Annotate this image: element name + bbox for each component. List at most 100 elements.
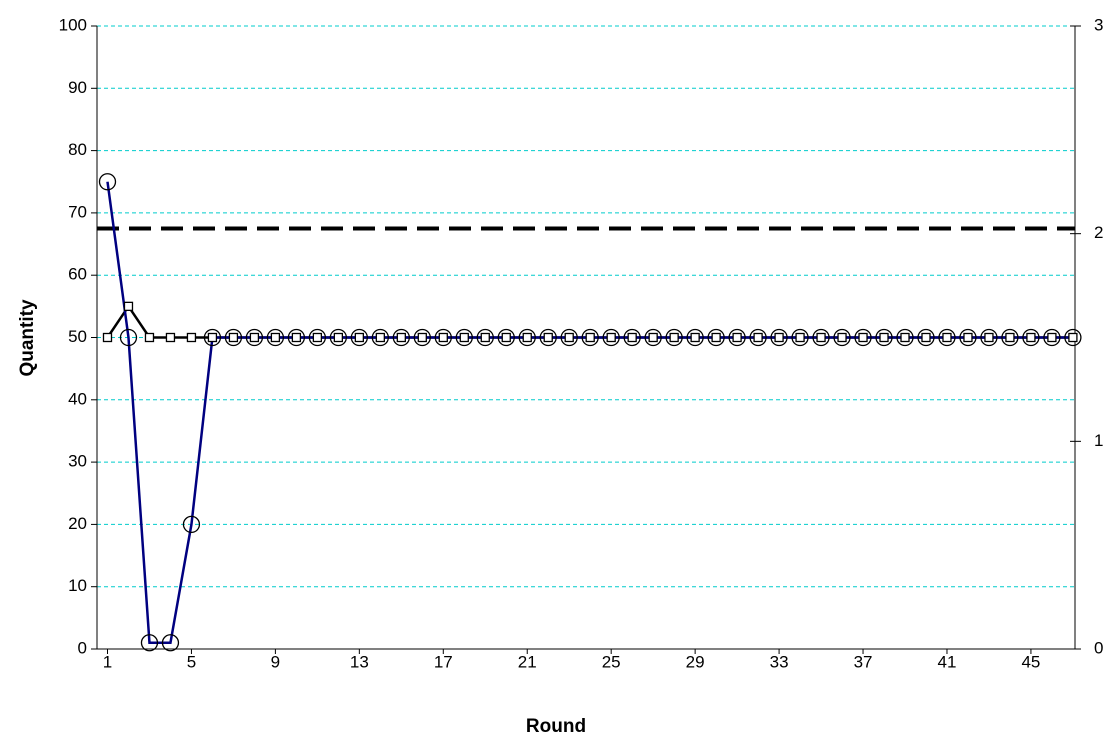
marker xyxy=(501,332,511,343)
marker xyxy=(627,332,637,343)
marker xyxy=(816,332,826,343)
marker xyxy=(224,328,243,347)
y-tick-label: 10 xyxy=(68,576,87,595)
marker xyxy=(417,332,427,343)
marker xyxy=(245,328,264,347)
marker xyxy=(522,332,532,343)
marker xyxy=(707,328,725,347)
y-tick-label: 60 xyxy=(68,265,87,284)
marker xyxy=(1026,332,1036,343)
marker xyxy=(459,332,469,343)
marker xyxy=(854,328,872,347)
marker xyxy=(539,328,557,347)
marker xyxy=(455,328,473,347)
marker xyxy=(207,332,218,343)
marker xyxy=(669,332,679,343)
marker xyxy=(497,328,515,347)
marker xyxy=(896,328,914,347)
marker xyxy=(648,332,658,343)
marker xyxy=(749,328,767,347)
marker xyxy=(140,634,159,652)
marker xyxy=(770,328,788,347)
marker xyxy=(186,332,197,343)
marker xyxy=(963,332,973,343)
marker xyxy=(1043,328,1061,347)
x-tick-label: 1 xyxy=(103,652,112,671)
marker xyxy=(375,332,385,343)
y2-tick-label: 3 xyxy=(1094,15,1103,34)
marker xyxy=(165,332,176,343)
marker xyxy=(791,328,809,347)
y2-tick-label: 1 xyxy=(1094,431,1103,450)
marker xyxy=(686,328,704,347)
y-tick-label: 100 xyxy=(59,15,87,34)
marker xyxy=(938,328,956,347)
marker xyxy=(942,332,952,343)
y-tick-label: 90 xyxy=(68,78,87,97)
marker xyxy=(812,328,830,347)
x-tick-label: 21 xyxy=(518,652,537,671)
marker xyxy=(203,328,222,347)
y-tick-label: 20 xyxy=(68,514,87,533)
y-tick-label: 40 xyxy=(68,389,87,408)
marker xyxy=(585,332,595,343)
marker xyxy=(480,332,490,343)
marker xyxy=(123,301,134,312)
marker xyxy=(1064,328,1082,347)
marker xyxy=(270,332,281,343)
marker xyxy=(602,328,620,347)
y-axis-label: Quantity xyxy=(17,299,38,376)
marker xyxy=(329,328,348,347)
marker xyxy=(543,332,553,343)
marker xyxy=(371,328,389,347)
x-tick-label: 9 xyxy=(271,652,280,671)
y-tick-label: 50 xyxy=(68,327,87,346)
marker xyxy=(921,332,931,343)
x-tick-label: 17 xyxy=(434,652,453,671)
marker xyxy=(875,328,893,347)
marker xyxy=(728,328,746,347)
marker xyxy=(102,332,113,343)
marker xyxy=(228,332,239,343)
x-axis-label: Round xyxy=(526,716,586,737)
marker xyxy=(350,328,368,347)
marker xyxy=(144,332,155,343)
marker xyxy=(1001,328,1019,347)
marker xyxy=(732,332,742,343)
marker xyxy=(690,332,700,343)
marker xyxy=(1022,328,1040,347)
y2-tick-label: 0 xyxy=(1094,638,1103,657)
marker xyxy=(333,332,344,343)
marker xyxy=(1068,332,1078,343)
marker xyxy=(312,332,323,343)
marker xyxy=(182,515,201,534)
marker xyxy=(308,328,327,347)
marker xyxy=(833,328,851,347)
marker xyxy=(161,634,180,652)
marker xyxy=(396,332,406,343)
marker xyxy=(434,328,452,347)
marker xyxy=(581,328,599,347)
marker xyxy=(795,332,805,343)
marker xyxy=(249,332,260,343)
marker xyxy=(623,328,641,347)
marker xyxy=(917,328,935,347)
x-tick-label: 41 xyxy=(938,652,957,671)
marker xyxy=(354,332,364,343)
marker xyxy=(119,328,138,347)
marker xyxy=(560,328,578,347)
marker xyxy=(392,328,410,347)
y2-tick-label: 2 xyxy=(1094,223,1103,242)
x-tick-label: 37 xyxy=(854,652,873,671)
marker xyxy=(291,332,302,343)
x-tick-label: 25 xyxy=(602,652,621,671)
marker xyxy=(476,328,494,347)
marker xyxy=(665,328,683,347)
marker xyxy=(837,332,847,343)
x-tick-label: 45 xyxy=(1021,652,1040,671)
y-tick-label: 70 xyxy=(68,202,87,221)
marker xyxy=(879,332,889,343)
marker xyxy=(438,332,448,343)
x-tick-label: 13 xyxy=(350,652,369,671)
